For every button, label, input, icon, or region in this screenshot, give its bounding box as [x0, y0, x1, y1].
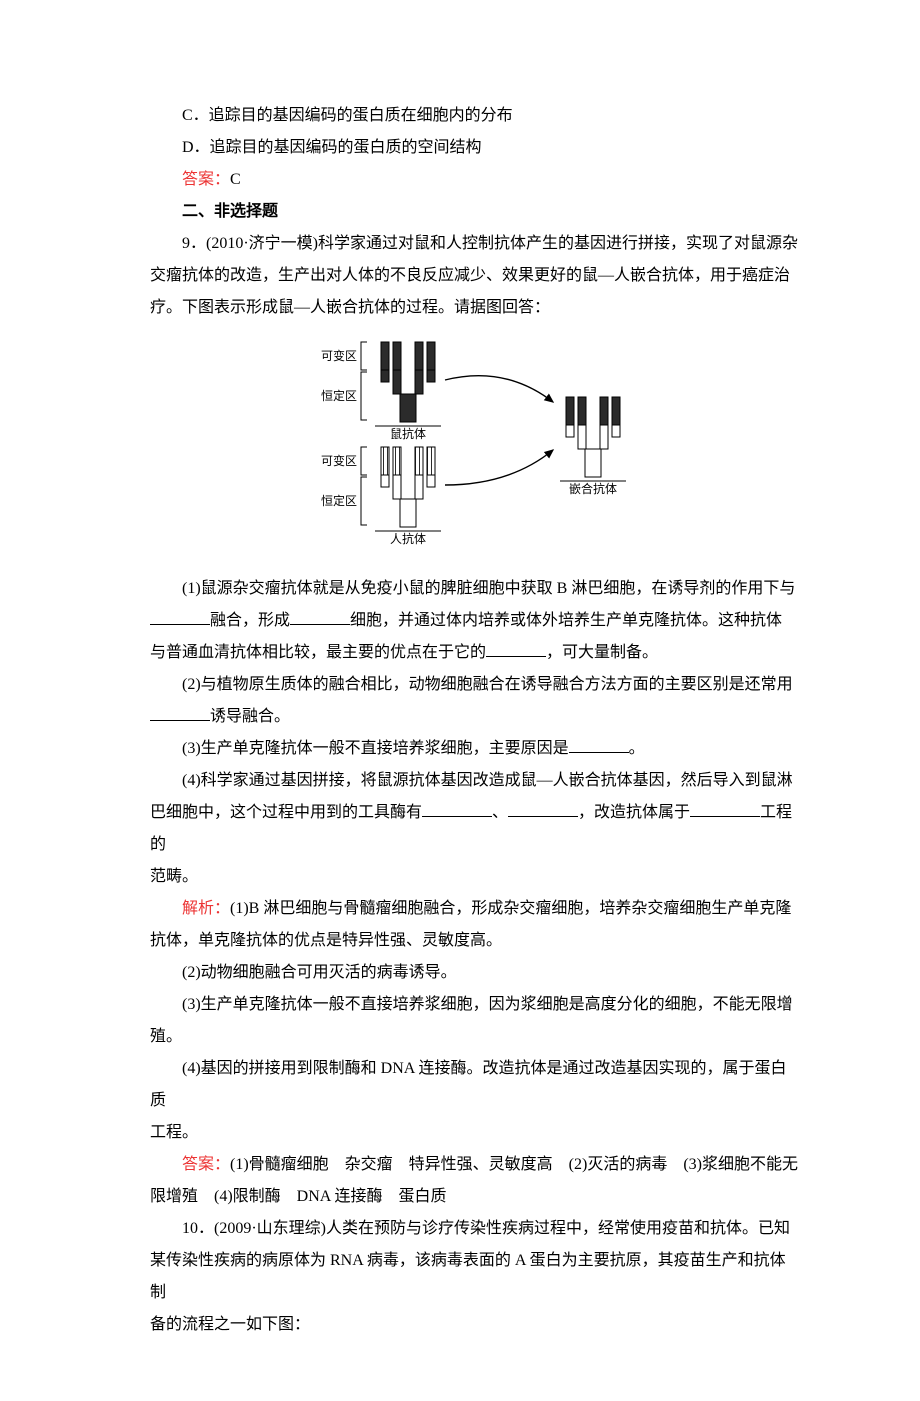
blank [508, 800, 578, 817]
q10-line1: 10．(2009·山东理综)人类在预防与诊疗传染性疾病过程中，经常使用疫苗和抗体… [150, 1213, 800, 1245]
q9-4-line3: 范畴。 [150, 861, 800, 893]
human-antibody-group: 可变区 恒定区 人抗体 [321, 447, 441, 546]
q9-lead-line3: 疗。下图表示形成鼠—人嵌合抗体的过程。请据图回答： [150, 292, 800, 324]
answer-label: 答案： [182, 171, 230, 188]
q9-1-line2: 融合，形成细胞，并通过体内培养或体外培养生产单克隆抗体。这种抗体 [150, 605, 800, 637]
jiexi-label: 解析： [182, 900, 230, 917]
q9-4-line2: 巴细胞中，这个过程中用到的工具酶有、，改造抗体属于工程的 [150, 797, 800, 861]
q9-3: (3)生产单克隆抗体一般不直接培养浆细胞，主要原因是。 [150, 733, 800, 765]
human-variable-label: 可变区 [321, 453, 357, 468]
q9-1-line3: 与普通血清抗体相比较，最主要的优点在于它的，可大量制备。 [150, 637, 800, 669]
q9-lead-line1: 9．(2010·济宁一模)科学家通过对鼠和人控制抗体产生的基因进行拼接，实现了对… [150, 228, 800, 260]
page: C．追踪目的基因编码的蛋白质在细胞内的分布 D．追踪目的基因编码的蛋白质的空间结… [0, 0, 920, 1401]
q9-answer-line1: 答案：(1)骨髓瘤细胞 杂交瘤 特异性强、灵敏度高 (2)灭活的病毒 (3)浆细… [150, 1149, 800, 1181]
q10-line3: 备的流程之一如下图： [150, 1309, 800, 1341]
answer-label: 答案： [182, 1156, 230, 1173]
q9-jx-4b: 工程。 [150, 1117, 800, 1149]
q9-jx-3a: (3)生产单克隆抗体一般不直接培养浆细胞，因为浆细胞是高度分化的细胞，不能无限增 [150, 989, 800, 1021]
q9-jx-4a: (4)基因的拼接用到限制酶和 DNA 连接酶。改造抗体是通过改造基因实现的，属于… [150, 1053, 800, 1117]
mouse-caption: 鼠抗体 [390, 426, 426, 441]
chimera-antibody-group: 嵌合抗体 [560, 397, 626, 496]
human-caption: 人抗体 [390, 531, 426, 546]
blank [569, 736, 629, 753]
q9-1-line1: (1)鼠源杂交瘤抗体就是从免疫小鼠的脾脏细胞中获取 B 淋巴细胞，在诱导剂的作用… [150, 573, 800, 605]
blank [422, 800, 492, 817]
antibody-svg: 可变区 恒定区 [295, 330, 655, 555]
section-2-heading: 二、非选择题 [150, 196, 800, 228]
blank [486, 640, 546, 657]
option-d: D．追踪目的基因编码的蛋白质的空间结构 [150, 132, 800, 164]
answer-1: 答案：C [150, 164, 800, 196]
blank [150, 704, 210, 721]
chimera-caption: 嵌合抗体 [569, 481, 617, 496]
q9-jx-1b: 抗体，单克隆抗体的优点是特异性强、灵敏度高。 [150, 925, 800, 957]
q9-lead-line2: 交瘤抗体的改造，生产出对人体的不良反应减少、效果更好的鼠—人嵌合抗体，用于癌症治 [150, 260, 800, 292]
mouse-constant-label: 恒定区 [321, 388, 357, 403]
option-c: C．追踪目的基因编码的蛋白质在细胞内的分布 [150, 100, 800, 132]
q9-answer-line2: 限增殖 (4)限制酶 DNA 连接酶 蛋白质 [150, 1181, 800, 1213]
blank [690, 800, 760, 817]
q10-line2: 某传染性疾病的病原体为 RNA 病毒，该病毒表面的 A 蛋白为主要抗原，其疫苗生… [150, 1245, 800, 1309]
answer-1-value: C [230, 171, 241, 188]
q9-jx-3b: 殖。 [150, 1021, 800, 1053]
arrow-human-to-chimera [445, 450, 553, 485]
mouse-variable-label: 可变区 [321, 348, 357, 363]
blank [150, 608, 210, 625]
arrow-mouse-to-chimera [445, 376, 553, 402]
mouse-antibody-group: 可变区 恒定区 [321, 342, 441, 441]
blank [290, 608, 350, 625]
human-constant-label: 恒定区 [321, 493, 357, 508]
q9-jx-2: (2)动物细胞融合可用灭活的病毒诱导。 [150, 957, 800, 989]
q9-2-line1: (2)与植物原生质体的融合相比，动物细胞融合在诱导融合方法方面的主要区别是还常用 [150, 669, 800, 701]
q9-2-line2: 诱导融合。 [150, 701, 800, 733]
q9-4-line1: (4)科学家通过基因拼接，将鼠源抗体基因改造成鼠—人嵌合抗体基因，然后导入到鼠淋 [150, 765, 800, 797]
figure-antibody-diagram: 可变区 恒定区 [150, 330, 800, 567]
q9-jx-1a: 解析：(1)B 淋巴细胞与骨髓瘤细胞融合，形成杂交瘤细胞，培养杂交瘤细胞生产单克… [150, 893, 800, 925]
